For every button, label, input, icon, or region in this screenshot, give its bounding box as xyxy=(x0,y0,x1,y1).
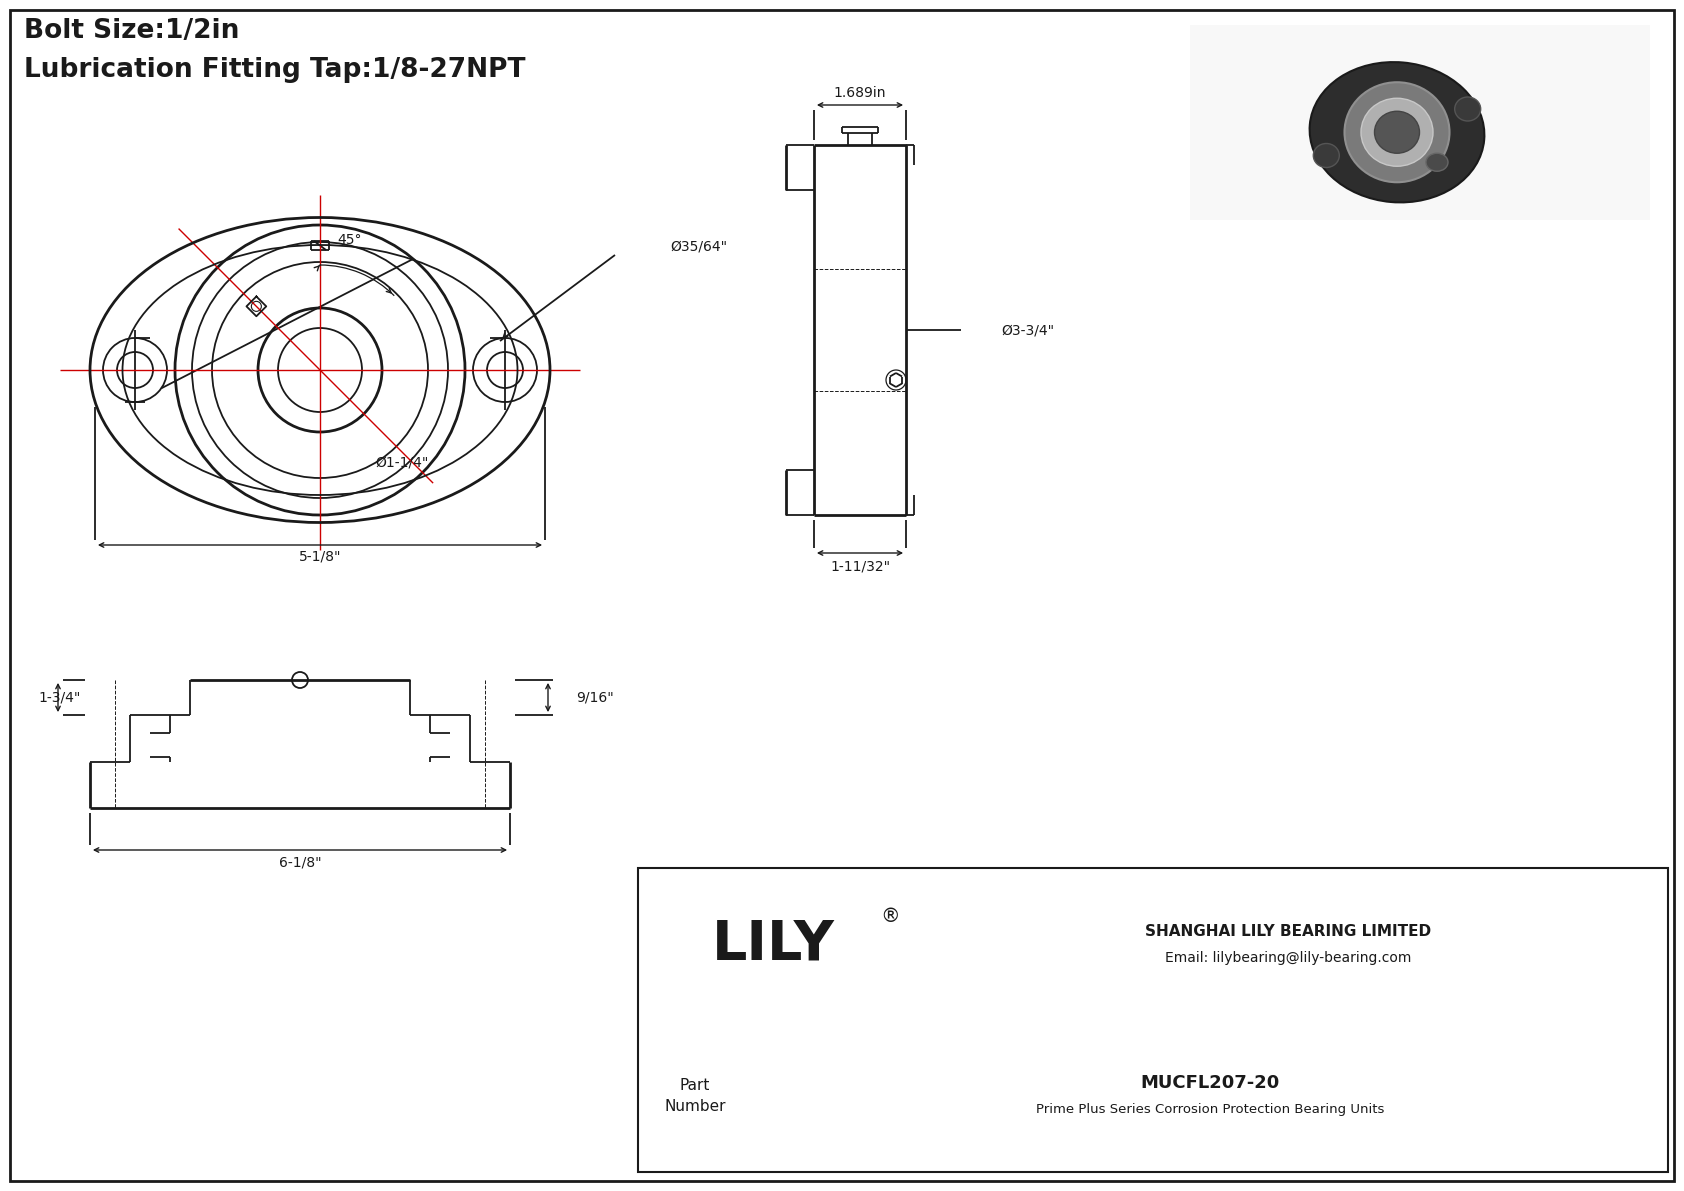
Text: Bolt Size:1/2in: Bolt Size:1/2in xyxy=(24,18,239,44)
Text: Ø35/64": Ø35/64" xyxy=(670,241,727,254)
Text: 5-1/8": 5-1/8" xyxy=(298,550,342,565)
Text: Part
Number: Part Number xyxy=(663,1078,726,1114)
Ellipse shape xyxy=(1344,82,1450,182)
Text: 1-3/4": 1-3/4" xyxy=(39,691,81,705)
Text: Email: lilybearing@lily-bearing.com: Email: lilybearing@lily-bearing.com xyxy=(1165,950,1411,965)
Ellipse shape xyxy=(1314,143,1339,168)
Text: 1-11/32": 1-11/32" xyxy=(830,560,891,574)
Text: ®: ® xyxy=(881,906,899,925)
Text: Ø3-3/4": Ø3-3/4" xyxy=(1000,323,1054,337)
Ellipse shape xyxy=(1374,111,1420,154)
Ellipse shape xyxy=(1310,62,1484,202)
Ellipse shape xyxy=(1361,98,1433,167)
Text: 45°: 45° xyxy=(338,233,362,247)
Text: MUCFL207-20: MUCFL207-20 xyxy=(1140,1074,1280,1092)
Text: SHANGHAI LILY BEARING LIMITED: SHANGHAI LILY BEARING LIMITED xyxy=(1145,924,1431,940)
Text: Ø1-1/4": Ø1-1/4" xyxy=(376,455,428,469)
Text: LILY: LILY xyxy=(712,917,835,971)
Text: 6-1/8": 6-1/8" xyxy=(278,856,322,869)
Bar xyxy=(638,868,1667,1172)
Ellipse shape xyxy=(1455,96,1480,121)
Text: Prime Plus Series Corrosion Protection Bearing Units: Prime Plus Series Corrosion Protection B… xyxy=(1036,1103,1384,1116)
Bar xyxy=(1191,25,1650,220)
Ellipse shape xyxy=(1426,154,1448,172)
Text: 9/16": 9/16" xyxy=(576,691,613,705)
Text: Lubrication Fitting Tap:1/8-27NPT: Lubrication Fitting Tap:1/8-27NPT xyxy=(24,57,525,83)
Text: 1.689in: 1.689in xyxy=(834,86,886,100)
